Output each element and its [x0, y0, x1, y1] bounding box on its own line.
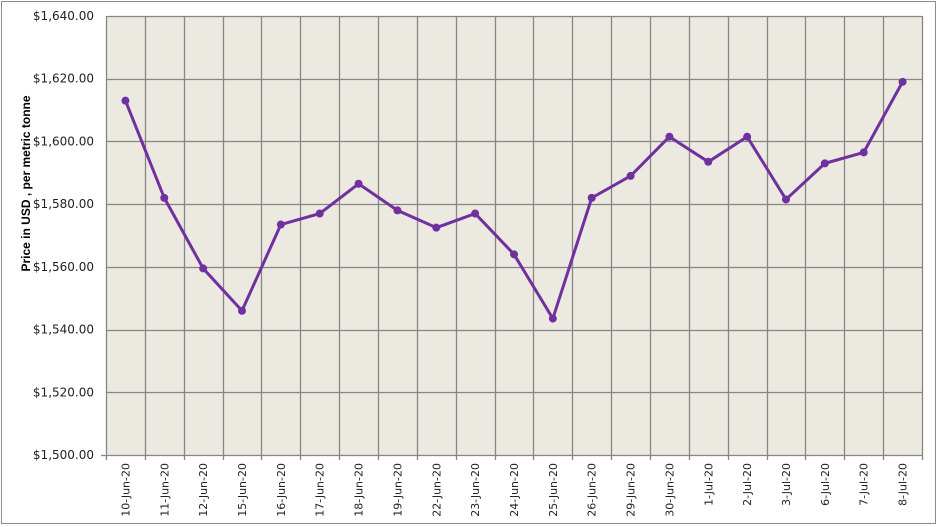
y-tick-label: $1,640.00: [33, 9, 94, 23]
plot-area: [106, 16, 922, 455]
data-point: [782, 195, 790, 204]
x-tick-label: 11-Jun-20: [158, 463, 171, 517]
data-point: [432, 223, 441, 232]
data-point: [510, 250, 518, 259]
x-tick-label: 10-Jun-20: [119, 463, 132, 517]
data-point: [199, 264, 208, 273]
x-tick-label: 29-Jun-20: [625, 463, 638, 517]
x-tick-label: 23-Jun-20: [469, 463, 482, 517]
x-tick-label: 24-Jun-20: [508, 463, 521, 517]
y-tick-label: $1,520.00: [33, 385, 94, 399]
y-axis-title: Price in USD , per metric tonne: [19, 95, 33, 271]
data-point: [238, 306, 246, 315]
data-point: [160, 193, 169, 202]
y-tick-label: $1,540.00: [33, 323, 94, 337]
data-point: [276, 220, 285, 229]
data-point: [626, 171, 635, 180]
x-tick-label: 15-Jun-20: [236, 463, 249, 517]
y-tick-label: $1,560.00: [33, 260, 94, 274]
x-tick-label: 30-Jun-20: [663, 463, 676, 517]
data-point: [704, 157, 713, 166]
x-tick-label: 7-Jul-20: [858, 463, 871, 506]
data-point: [393, 206, 402, 215]
x-tick-label: 25-Jun-20: [547, 463, 560, 517]
gridlines: [101, 15, 924, 460]
x-tick-label: 3-Jul-20: [780, 463, 793, 506]
y-tick-label: $1,620.00: [33, 72, 94, 86]
x-tick-label: 6-Jul-20: [819, 463, 832, 506]
x-tick-label: 12-Jun-20: [197, 463, 210, 517]
data-point: [898, 77, 907, 86]
y-tick-label: $1,600.00: [33, 134, 94, 148]
x-tick-label: 8-Jul-20: [897, 463, 910, 506]
x-tick-label: 22-Jun-20: [430, 463, 443, 517]
x-tick-label: 18-Jun-20: [353, 463, 366, 517]
x-tick-label: 2-Jul-20: [741, 463, 754, 506]
y-axis-ticks: $1,500.00 $1,520.00 $1,540.00 $1,560.00 $1,5…: [33, 9, 94, 462]
data-point: [315, 209, 324, 218]
data-point: [548, 314, 557, 323]
data-point: [743, 132, 752, 141]
data-point: [471, 209, 480, 218]
data-point: [665, 132, 674, 141]
x-tick-label: 16-Jun-20: [275, 463, 288, 517]
y-tick-label: $1,580.00: [33, 197, 94, 211]
x-tick-label: 26-Jun-20: [586, 463, 599, 517]
data-series: [121, 77, 907, 323]
x-axis-ticks: 10-Jun-20 11-Jun-20 12-Jun-20 15-Jun-20 16-J…: [119, 463, 909, 517]
x-tick-label: 19-Jun-20: [391, 463, 404, 517]
data-point: [820, 159, 829, 168]
x-tick-label: 17-Jun-20: [314, 463, 327, 517]
data-point: [587, 193, 596, 202]
data-point: [121, 96, 130, 105]
y-tick-label: $1,500.00: [33, 448, 94, 462]
data-point: [354, 179, 363, 188]
data-point: [859, 148, 868, 157]
x-tick-label: 1-Jul-20: [702, 463, 715, 506]
